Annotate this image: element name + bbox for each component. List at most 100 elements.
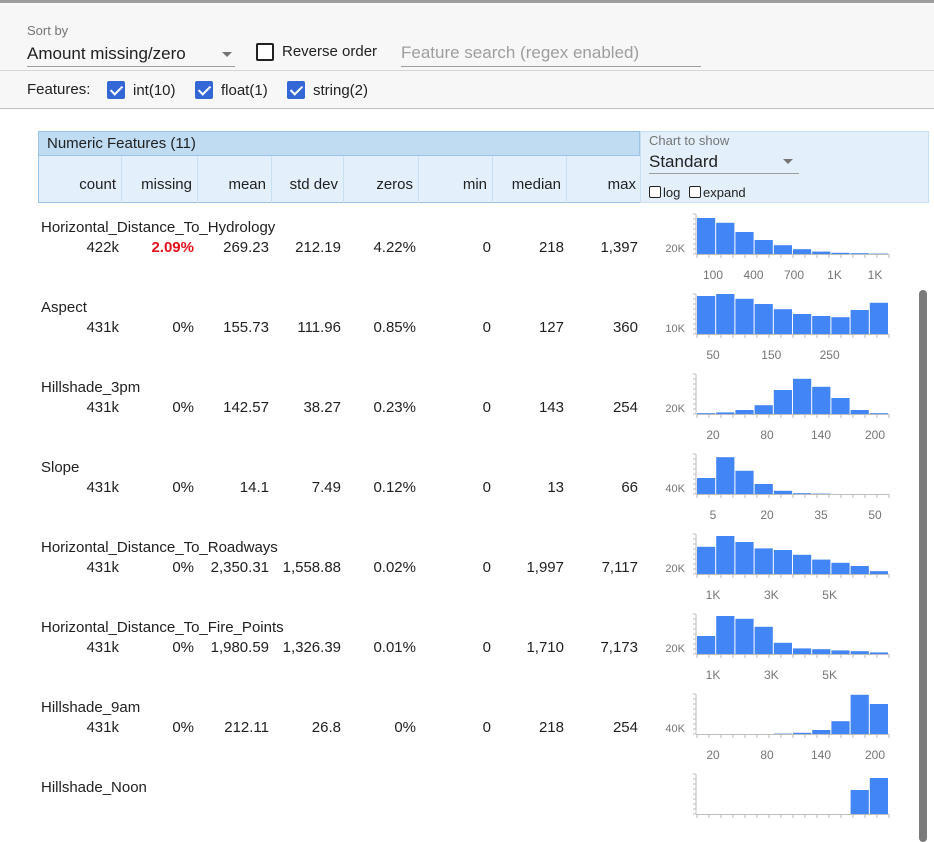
stat-missing: 0% xyxy=(172,479,194,496)
feature-name: Hillshade_3pm xyxy=(41,379,141,396)
chart-options-panel: Chart to show Standard log expand xyxy=(640,131,929,203)
histogram-bar xyxy=(850,694,869,734)
feature-name: Aspect xyxy=(41,299,87,316)
stat-mean: 142.57 xyxy=(223,399,269,416)
histogram-bar xyxy=(869,704,888,734)
feature-name: Horizontal_Distance_To_Fire_Points xyxy=(41,619,284,636)
feature-row: Aspect 431k 0% 155.73 111.96 0.85% 0 127 360 10K 5… xyxy=(0,293,915,376)
histogram-x-tick-label: 140 xyxy=(811,428,831,442)
stat-median: 143 xyxy=(538,399,564,416)
histogram-chart: 20K 1K 3K 5K xyxy=(665,533,890,602)
histogram-bar xyxy=(697,413,716,414)
stat-zeros: 0.85% xyxy=(373,319,416,336)
histogram-bar xyxy=(812,386,831,414)
stat-count: 431k xyxy=(86,479,119,496)
histogram-x-tick-label: 5K xyxy=(822,588,837,602)
sort-by-dropdown[interactable]: Amount missing/zero xyxy=(27,41,235,67)
filter-string-label: string(2) xyxy=(313,82,369,99)
histogram-bar xyxy=(697,546,716,574)
column-min[interactable]: min xyxy=(419,156,493,203)
histogram-chart: 20K 1K 3K 5K xyxy=(665,613,890,682)
histogram-x-tick-label: 200 xyxy=(865,748,885,762)
stat-mean: 2,350.31 xyxy=(210,559,269,576)
stat-missing: 0% xyxy=(172,399,194,416)
histogram-bar xyxy=(716,616,735,654)
stat-count: 431k xyxy=(86,639,119,656)
filter-float-checkbox[interactable] xyxy=(195,81,213,99)
column-count[interactable]: count xyxy=(39,156,122,203)
filter-float-label: float(1) xyxy=(221,82,268,99)
stat-min: 0 xyxy=(482,319,491,336)
vertical-scrollbar[interactable] xyxy=(919,290,927,842)
features-filter-bar: Features: int(10) float(1) string(2) xyxy=(0,70,934,109)
column-missing[interactable]: missing xyxy=(122,156,198,203)
histogram-x-tick-label: 150 xyxy=(761,348,781,362)
stat-max: 66 xyxy=(621,479,638,496)
histogram-chart: 20K 20 80 140 200 xyxy=(665,373,890,442)
histogram-chart: 10K 50 150 250 xyxy=(665,293,890,362)
log-checkbox[interactable] xyxy=(649,186,661,198)
histogram-y-label: 40K xyxy=(665,723,685,735)
column-max[interactable]: max xyxy=(607,176,636,193)
histogram-bar xyxy=(773,550,792,574)
histogram-bar xyxy=(697,296,716,334)
histogram-x-tick-label: 20 xyxy=(760,508,774,522)
stat-missing: 2.09% xyxy=(151,239,194,256)
histogram-x-tick-label: 80 xyxy=(760,428,774,442)
column-std-dev[interactable]: std dev xyxy=(272,156,344,203)
histogram-bar xyxy=(716,536,735,574)
histogram-bar xyxy=(697,218,716,254)
stat-missing: 0% xyxy=(172,639,194,656)
column-mean[interactable]: mean xyxy=(198,156,272,203)
column-median[interactable]: median xyxy=(493,156,567,203)
histogram-bar xyxy=(754,304,773,334)
stat-mean: 212.11 xyxy=(224,719,269,736)
stat-count: 431k xyxy=(86,399,119,416)
histogram-x-tick-label: 50 xyxy=(706,348,720,362)
feature-name: Horizontal_Distance_To_Roadways xyxy=(41,539,278,556)
histogram-bar xyxy=(735,618,754,654)
histogram-bar xyxy=(831,721,850,734)
histogram-x-tick-label: 100 xyxy=(703,268,723,282)
stat-min: 0 xyxy=(482,239,491,256)
histogram-x-tick-label: 20 xyxy=(706,748,720,762)
histogram-bar xyxy=(793,378,812,414)
stat-count: 431k xyxy=(86,719,119,736)
histogram-bar xyxy=(850,410,869,414)
histogram-bar xyxy=(850,651,869,654)
stat-zeros: 4.22% xyxy=(373,239,416,256)
chevron-down-icon xyxy=(222,52,232,57)
histogram-chart: 20K 100 400 700 1K 1K xyxy=(665,213,890,282)
filter-string-checkbox[interactable] xyxy=(287,81,305,99)
histogram-x-tick-label: 400 xyxy=(743,268,763,282)
reverse-order-checkbox[interactable] xyxy=(256,43,274,61)
expand-label: expand xyxy=(703,185,746,200)
expand-checkbox[interactable] xyxy=(689,186,701,198)
stat-min: 0 xyxy=(482,479,491,496)
chart-type-dropdown[interactable]: Standard xyxy=(649,149,799,174)
histogram-y-label: 20K xyxy=(665,403,685,415)
column-zeros[interactable]: zeros xyxy=(344,156,419,203)
stat-min: 0 xyxy=(482,639,491,656)
histogram-bar xyxy=(697,636,716,654)
histogram-bar xyxy=(812,251,831,254)
stat-max: 1,397 xyxy=(600,239,638,256)
histogram-bar xyxy=(793,732,812,734)
histogram-bar xyxy=(754,405,773,414)
histogram-x-tick-label: 1K xyxy=(868,268,883,282)
stat-std: 1,326.39 xyxy=(282,639,341,656)
stat-min: 0 xyxy=(482,719,491,736)
chart-to-show-label: Chart to show xyxy=(649,133,730,148)
histogram-bar xyxy=(869,413,888,414)
histogram-bar xyxy=(812,316,831,334)
histogram-bar xyxy=(754,484,773,494)
filter-int-checkbox[interactable] xyxy=(107,81,125,99)
histogram-bar xyxy=(850,310,869,334)
stat-std: 7.49 xyxy=(311,479,341,496)
stat-max: 7,117 xyxy=(601,559,638,576)
histogram-y-label: 20K xyxy=(665,243,685,255)
histogram-bar xyxy=(716,457,735,494)
feature-search-input[interactable]: Feature search (regex enabled) xyxy=(401,41,701,67)
stat-count: 422k xyxy=(86,239,119,256)
histogram-bar xyxy=(793,648,812,654)
